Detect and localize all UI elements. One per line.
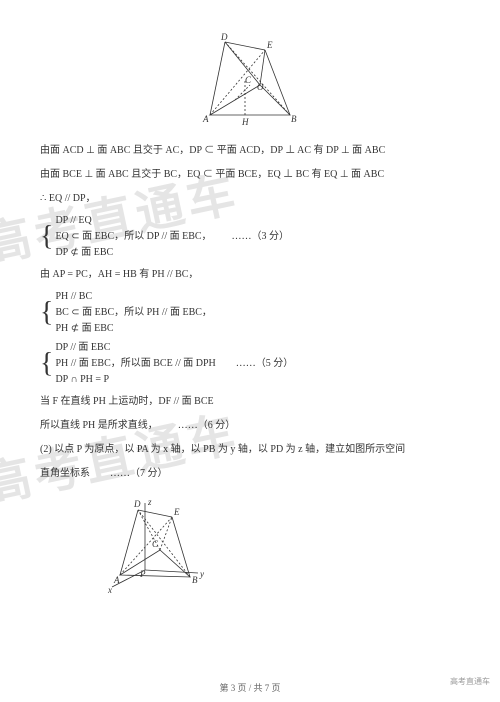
label-C: C: [152, 539, 159, 549]
label-E: E: [173, 507, 180, 517]
proof-line: 由 AP = PC，AH = HB 有 PH // BC，: [40, 264, 460, 286]
label-D: D: [133, 499, 141, 509]
brace-line: PH ⊄ 面 EBC: [55, 321, 211, 337]
label-B: B: [192, 575, 198, 585]
brace-icon: {: [40, 213, 53, 261]
page-content: D E C O A H B 由面 ACD ⊥ 面 ABC 且交于 AC，DP ⊂…: [0, 0, 500, 625]
proof-line: (2) 以点 P 为原点，以 PA 为 x 轴，以 PB 为 y 轴，以 PD …: [40, 439, 460, 461]
brace-group-1: { DP // EQ EQ ⊂ 面 EBC，所以 DP // 面 EBC，……（…: [40, 213, 460, 261]
page-footer: 第 3 页 / 共 7 页: [0, 681, 500, 694]
label-D: D: [220, 32, 228, 42]
label-C: C: [245, 75, 252, 85]
brace-icon: {: [40, 289, 53, 337]
label-z: z: [147, 497, 152, 507]
proof-line: 当 F 在直线 PH 上运动时，DF // 面 BCE: [40, 391, 460, 413]
score: ……（5 分）: [236, 358, 294, 369]
label-x: x: [107, 585, 112, 595]
label-A: A: [202, 114, 209, 124]
figure-1: D E C O A H B: [195, 30, 305, 130]
brace-line: DP ⊄ 面 EBC: [55, 245, 289, 261]
proof-line: 由面 ACD ⊥ 面 ABC 且交于 AC，DP ⊂ 平面 ACD，DP ⊥ A…: [40, 140, 460, 162]
label-O: O: [257, 82, 264, 92]
brace-icon: {: [40, 340, 53, 388]
score: ……（7 分）: [110, 468, 168, 479]
brace-line: PH // BC: [55, 289, 211, 305]
brace-group-3: { DP // 面 EBC PH // 面 EBC，所以面 BCE // 面 D…: [40, 340, 460, 388]
score: ……（3 分）: [232, 231, 290, 242]
label-E: E: [266, 40, 273, 50]
brace-line: DP // 面 EBC: [55, 340, 293, 356]
label-B: B: [291, 114, 297, 124]
label-P: P: [139, 569, 146, 579]
brace-line: EQ ⊂ 面 EBC，所以 DP // 面 EBC，……（3 分）: [55, 229, 289, 245]
score: ……（6 分）: [178, 420, 236, 431]
brace-line: BC ⊂ 面 EBC，所以 PH // 面 EBC，: [55, 305, 211, 321]
brace-line: DP // EQ: [55, 213, 289, 229]
proof-line: 由面 BCE ⊥ 面 ABC 且交于 BC，EQ ⊂ 平面 BCE，EQ ⊥ B…: [40, 164, 460, 186]
proof-line: 所以直线 PH 是所求直线，……（6 分）: [40, 415, 460, 437]
label-H: H: [241, 117, 249, 127]
brace-line: DP ∩ PH = P: [55, 372, 293, 388]
corner-mark: 高考直通车: [450, 676, 490, 687]
brace-line: PH // 面 EBC，所以面 BCE // 面 DPH……（5 分）: [55, 356, 293, 372]
proof-line: 直角坐标系……（7 分）: [40, 463, 460, 485]
figure-2: D E C A B P x y z: [100, 495, 210, 595]
label-y: y: [199, 569, 204, 579]
label-A: A: [113, 575, 120, 585]
proof-line: ∴ EQ // DP，: [40, 188, 460, 210]
brace-group-2: { PH // BC BC ⊂ 面 EBC，所以 PH // 面 EBC， PH…: [40, 289, 460, 337]
